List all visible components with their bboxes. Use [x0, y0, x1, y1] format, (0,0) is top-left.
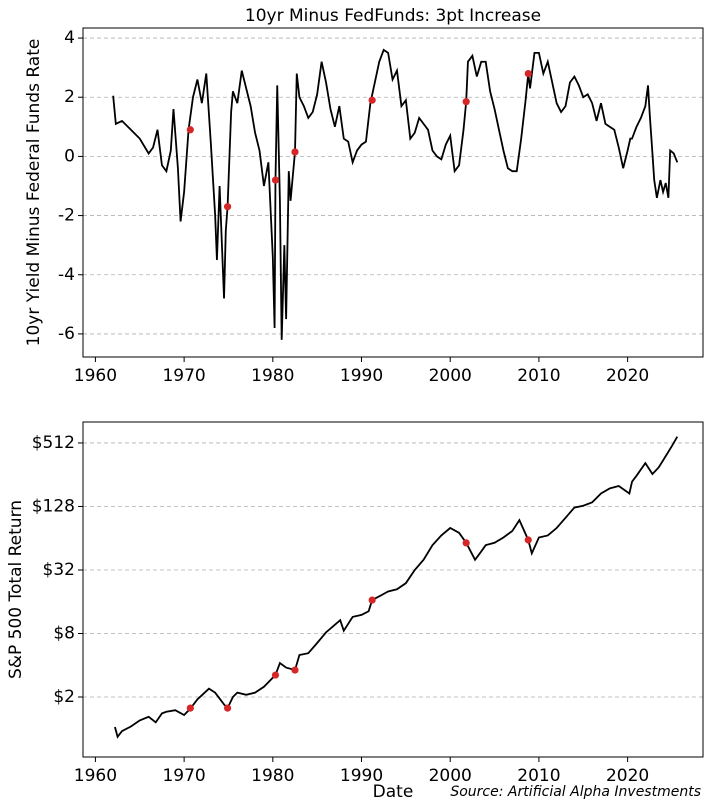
- y-axis-label: 10yr Yield Minus Federal Funds Rate: [24, 39, 44, 347]
- x-tick-label: 1990: [340, 766, 383, 786]
- event-marker: [291, 148, 299, 156]
- event-marker: [524, 69, 532, 78]
- x-axis-label: Date: [373, 782, 414, 802]
- event-marker: [223, 203, 232, 211]
- event-marker: [462, 539, 470, 547]
- y-tick-label: 4: [64, 28, 75, 48]
- y-tick-label: -6: [58, 324, 75, 344]
- x-tick-label: 2010: [517, 766, 560, 786]
- x-tick-label: 2020: [606, 366, 649, 386]
- series-line: [114, 436, 679, 739]
- event-marker: [462, 98, 470, 106]
- y-tick-label: $128: [32, 496, 75, 516]
- y-tick-label: $32: [43, 560, 75, 580]
- event-marker: [368, 596, 376, 604]
- source-note: Source: Artificial Alpha Investments: [450, 784, 701, 800]
- y-tick-label: 2: [64, 87, 75, 107]
- event-marker: [291, 666, 299, 674]
- x-tick-label: 1970: [162, 766, 205, 786]
- x-tick-label: 1990: [340, 366, 383, 386]
- y-tick-label: -4: [58, 265, 75, 285]
- event-marker: [223, 704, 232, 712]
- x-tick-label: 1960: [74, 766, 117, 786]
- plot-frame: [82, 27, 704, 358]
- event-marker: [186, 704, 194, 712]
- event-marker: [524, 536, 532, 544]
- event-marker: [271, 671, 280, 679]
- chart-title: 10yr Minus FedFunds: 3pt Increase: [245, 6, 541, 26]
- y-tick-label: $2: [53, 687, 75, 707]
- event-marker: [368, 96, 376, 104]
- x-tick-label: 2000: [429, 366, 472, 386]
- x-tick-label: 2010: [517, 366, 560, 386]
- x-tick-label: 1970: [162, 366, 205, 386]
- y-tick-label: -2: [58, 206, 75, 226]
- y-tick-label: $512: [32, 433, 75, 453]
- x-tick-label: 2020: [606, 766, 649, 786]
- event-marker: [271, 176, 280, 184]
- plot-frame: [82, 421, 704, 758]
- y-tick-label: $8: [53, 623, 75, 643]
- x-tick-label: 1960: [74, 366, 117, 386]
- x-tick-label: 1980: [251, 766, 294, 786]
- x-tick-label: 2000: [429, 766, 472, 786]
- event-marker: [186, 126, 194, 134]
- y-tick-label: 0: [64, 146, 75, 166]
- series-line: [112, 48, 679, 340]
- y-axis-label: S&P 500 Total Return: [6, 500, 26, 679]
- x-tick-label: 1980: [251, 366, 294, 386]
